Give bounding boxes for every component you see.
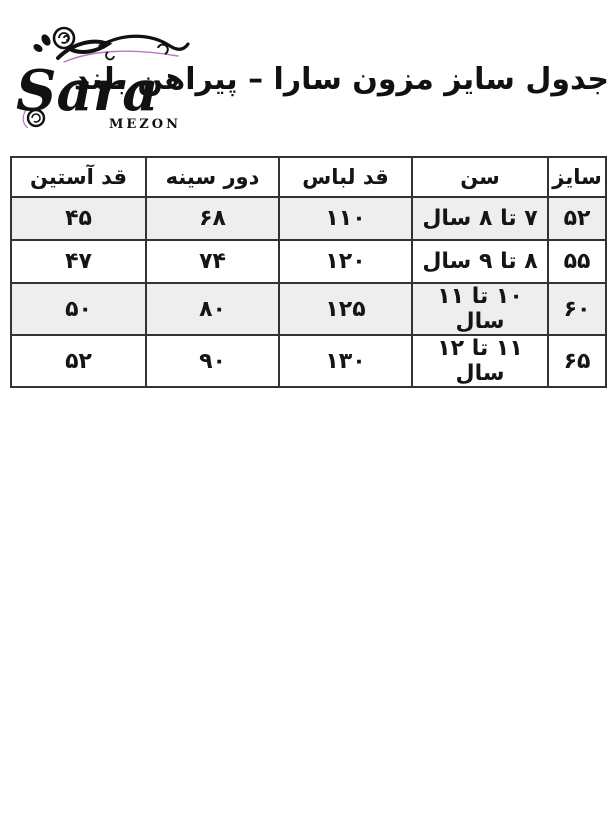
table-row: ۶۵ ۱۱ تا ۱۲ سال ۱۳۰ ۹۰ ۵۲ [10, 334, 607, 388]
cell-dress-length: ۱۲۰ [278, 239, 413, 284]
table-header-row: سایز سن قد لباس دور سینه قد آستین [10, 156, 607, 198]
page-header: Sara MEZON جدول سایز مزون سارا – پیراهن … [0, 0, 615, 150]
cell-chest: ۹۰ [145, 334, 280, 388]
table-row: ۵۵ ۸ تا ۹ سال ۱۲۰ ۷۴ ۴۷ [10, 239, 607, 284]
table-row: ۵۲ ۷ تا ۸ سال ۱۱۰ ۶۸ ۴۵ [10, 196, 607, 241]
cell-chest: ۸۰ [145, 282, 280, 336]
rose-icon [52, 26, 76, 50]
table-row: ۶۰ ۱۰ تا ۱۱ سال ۱۲۵ ۸۰ ۵۰ [10, 282, 607, 336]
cell-size: ۶۰ [547, 282, 607, 336]
cell-sleeve-length: ۵۲ [10, 334, 147, 388]
cell-sleeve-length: ۴۷ [10, 239, 147, 284]
brand-logo: Sara MEZON [16, 26, 190, 132]
rose-small-icon [22, 108, 46, 129]
cell-sleeve-length: ۵۰ [10, 282, 147, 336]
cell-sleeve-length: ۴۵ [10, 196, 147, 241]
cell-age: ۱۰ تا ۱۱ سال [411, 282, 549, 336]
logo-brand-text: Sara [16, 58, 159, 124]
cell-dress-length: ۱۲۵ [278, 282, 413, 336]
flourish-icon [33, 34, 190, 63]
cell-age: ۷ تا ۸ سال [411, 196, 549, 241]
cell-size: ۶۵ [547, 334, 607, 388]
cell-size: ۵۵ [547, 239, 607, 284]
cell-chest: ۷۴ [145, 239, 280, 284]
cell-dress-length: ۱۳۰ [278, 334, 413, 388]
col-header-size: سایز [547, 156, 607, 198]
col-header-age: سن [411, 156, 549, 198]
cell-size: ۵۲ [547, 196, 607, 241]
size-table: سایز سن قد لباس دور سینه قد آستین ۵۲ ۷ ت… [10, 156, 607, 388]
cell-age: ۸ تا ۹ سال [411, 239, 549, 284]
cell-chest: ۶۸ [145, 196, 280, 241]
col-header-chest: دور سینه [145, 156, 280, 198]
logo-subtitle-text: MEZON [109, 117, 181, 132]
page-title: جدول سایز مزون سارا – پیراهن بلند [73, 62, 609, 97]
cell-dress-length: ۱۱۰ [278, 196, 413, 241]
col-header-dress-length: قد لباس [278, 156, 413, 198]
cell-age: ۱۱ تا ۱۲ سال [411, 334, 549, 388]
size-table-container: سایز سن قد لباس دور سینه قد آستین ۵۲ ۷ ت… [10, 156, 607, 388]
col-header-sleeve-length: قد آستین [10, 156, 147, 198]
